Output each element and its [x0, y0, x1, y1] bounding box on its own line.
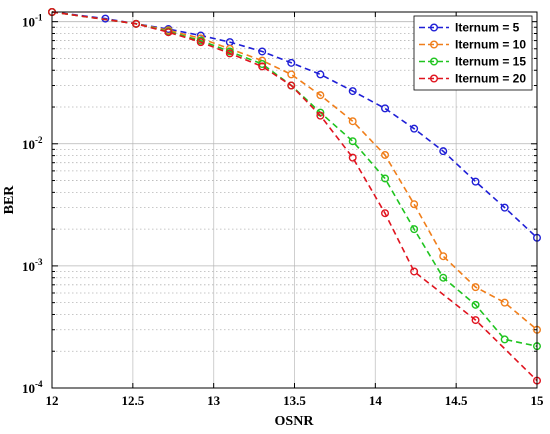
- legend-marker: [430, 40, 439, 49]
- series-marker: [500, 335, 509, 344]
- series-marker: [348, 137, 357, 146]
- series-marker: [381, 104, 390, 113]
- series-marker: [258, 62, 267, 71]
- series-marker: [439, 252, 448, 261]
- x-axis-label: OSNR: [275, 414, 315, 429]
- series-marker: [258, 56, 267, 65]
- legend-label: Iternum = 15: [455, 55, 526, 69]
- legend: Iternum = 5 Iternum = 10 Iternum = 15 Itern…: [413, 15, 533, 91]
- series-marker: [439, 273, 448, 282]
- legend-box: [413, 15, 533, 91]
- x-tick-label: 13: [207, 393, 221, 408]
- legend-marker: [430, 57, 439, 66]
- series-marker: [316, 111, 325, 120]
- series-marker: [410, 124, 419, 133]
- series-marker: [471, 177, 480, 186]
- series-marker: [316, 70, 325, 79]
- series-marker: [132, 19, 141, 28]
- series-line: [51, 11, 538, 382]
- series-marker: [500, 203, 509, 212]
- series-marker: [471, 316, 480, 325]
- series-marker: [410, 225, 419, 234]
- series-marker: [287, 58, 296, 67]
- series-marker: [381, 174, 390, 183]
- x-tick-label: 14: [369, 393, 383, 408]
- axis-ticks: 12 12.5 13 13.5 14 14.5 15 10-4 10-3 10-2 10-1: [22, 12, 544, 408]
- legend-label: Iternum = 10: [455, 38, 526, 52]
- y-tick-label: 10-2: [22, 135, 43, 152]
- series-marker: [196, 38, 205, 47]
- series-marker: [287, 81, 296, 90]
- series-marker: [164, 28, 173, 37]
- series-marker: [258, 60, 267, 69]
- y-tick-label: 10-1: [22, 13, 43, 30]
- x-tick-label: 12.5: [121, 393, 144, 408]
- series-marker: [381, 209, 390, 218]
- series-marker: [258, 47, 267, 56]
- legend-marker: [430, 74, 439, 83]
- series-marker: [316, 91, 325, 100]
- x-tick-label: 13.5: [283, 393, 306, 408]
- series-marker: [410, 267, 419, 276]
- legend-label: Iternum = 5: [455, 21, 520, 35]
- series-marker: [471, 300, 480, 309]
- series-marker: [287, 70, 296, 79]
- x-tick-label: 14.5: [445, 393, 468, 408]
- x-tick-label: 12: [46, 393, 59, 408]
- series-marker: [381, 150, 390, 159]
- series-marker: [348, 153, 357, 162]
- data-series: [48, 7, 542, 385]
- series-line: [51, 11, 538, 331]
- series-marker: [348, 87, 357, 96]
- series-marker: [471, 283, 480, 292]
- y-tick-label: 10-3: [22, 257, 43, 274]
- series-marker: [500, 298, 509, 307]
- x-tick-label: 15: [531, 393, 545, 408]
- y-axis-label: BER: [2, 185, 17, 215]
- series-marker: [225, 49, 234, 58]
- legend-label: Iternum = 20: [455, 72, 526, 86]
- series-marker: [410, 200, 419, 209]
- y-tick-label: 10-4: [22, 379, 43, 396]
- legend-marker: [430, 23, 439, 32]
- series-marker: [348, 117, 357, 126]
- series-marker: [439, 147, 448, 156]
